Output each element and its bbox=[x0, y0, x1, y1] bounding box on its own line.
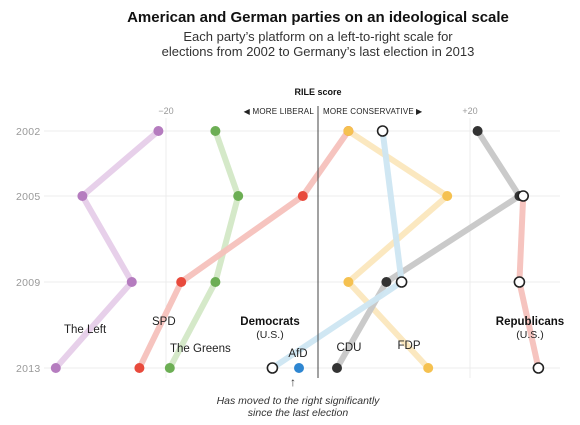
point-democrats-2002 bbox=[376, 125, 389, 137]
label-republicans-sub: (U.S.) bbox=[516, 329, 543, 341]
line-cdu bbox=[334, 128, 523, 371]
point-the-greens-2009 bbox=[210, 277, 221, 287]
chart-subtitle-line-2: elections from 2002 to Germany’s last el… bbox=[162, 44, 475, 59]
point-spd-2005 bbox=[297, 191, 308, 201]
label-fdp: FDP bbox=[398, 340, 421, 352]
point-the-greens-2013 bbox=[164, 363, 175, 373]
label-spd: SPD bbox=[152, 316, 176, 328]
point-fdp-2013 bbox=[423, 363, 434, 373]
label-afd: AfD bbox=[288, 348, 307, 360]
line-spd bbox=[136, 128, 352, 371]
series-points bbox=[50, 125, 545, 374]
x-tick-label-1: +20 bbox=[462, 106, 477, 116]
point-the-left-2009 bbox=[126, 277, 137, 287]
point-the-left-2005 bbox=[77, 191, 88, 201]
year-label-2009: 2009 bbox=[16, 277, 41, 289]
line-the-left bbox=[52, 128, 162, 371]
point-fdp-2005 bbox=[442, 191, 453, 201]
annotation-line-1: Has moved to the right significantly bbox=[217, 395, 381, 407]
point-republicans-2009 bbox=[513, 276, 526, 288]
point-fdp-2009 bbox=[343, 277, 354, 287]
axis-title: RILE score bbox=[294, 87, 341, 97]
label-republicans: Republicans bbox=[496, 316, 564, 328]
point-the-left-2002 bbox=[153, 126, 164, 136]
point-republicans-2005 bbox=[517, 190, 530, 202]
point-cdu-2013 bbox=[332, 363, 342, 373]
line-the-greens bbox=[166, 128, 242, 371]
year-label-2013: 2013 bbox=[16, 363, 41, 375]
x-tick-label-0: −20 bbox=[158, 106, 173, 116]
left-arrow-icon: ◀ bbox=[244, 107, 251, 116]
point-spd-2009 bbox=[176, 277, 187, 287]
label-the-left: The Left bbox=[64, 324, 107, 336]
point-democrats-2013 bbox=[266, 362, 279, 374]
point-cdu-2002 bbox=[472, 126, 483, 136]
point-republicans-2013 bbox=[532, 362, 545, 374]
label-cdu: CDU bbox=[337, 342, 362, 354]
series-lines bbox=[52, 128, 542, 371]
right-arrow-icon: ▶ bbox=[416, 107, 423, 116]
point-cdu-2009 bbox=[381, 277, 392, 287]
more-liberal-label: MORE LIBERAL bbox=[252, 107, 314, 116]
point-afd-2013 bbox=[294, 363, 304, 373]
label-democrats: Democrats bbox=[240, 316, 299, 328]
chart-title: American and German parties on an ideolo… bbox=[127, 9, 509, 26]
gridlines bbox=[44, 118, 560, 378]
label-the-greens: The Greens bbox=[170, 343, 231, 355]
year-label-2002: 2002 bbox=[16, 126, 41, 138]
point-democrats-2009 bbox=[395, 276, 408, 288]
tick-labels: 2002 2005 2009 2013 −20 +20 bbox=[16, 106, 478, 375]
annotation-arrow: ↑ bbox=[290, 375, 296, 389]
year-label-2005: 2005 bbox=[16, 191, 41, 203]
annotation-line-2: since the last election bbox=[248, 407, 349, 419]
label-democrats-sub: (U.S.) bbox=[256, 329, 283, 341]
point-the-left-2013 bbox=[50, 363, 61, 373]
point-fdp-2002 bbox=[343, 126, 354, 136]
point-spd-2013 bbox=[134, 363, 145, 373]
more-conservative-label: MORE CONSERVATIVE bbox=[323, 107, 414, 116]
chart-subtitle-line-1: Each party’s platform on a left-to-right… bbox=[183, 29, 453, 44]
point-the-greens-2002 bbox=[210, 126, 221, 136]
point-the-greens-2005 bbox=[233, 191, 244, 201]
